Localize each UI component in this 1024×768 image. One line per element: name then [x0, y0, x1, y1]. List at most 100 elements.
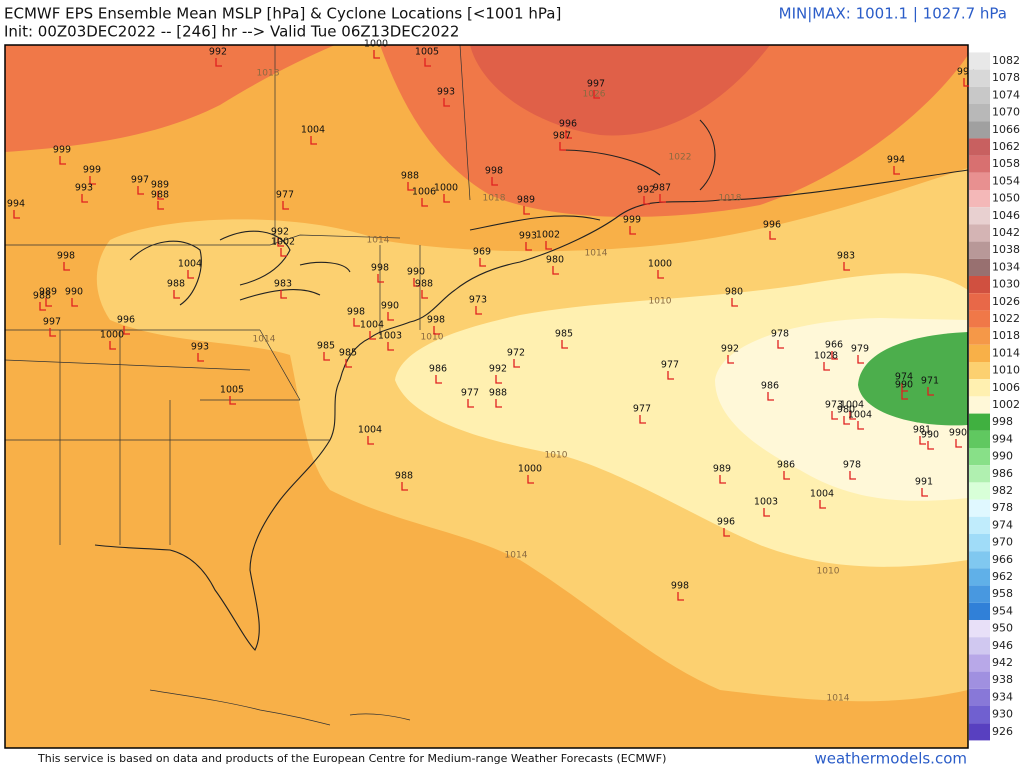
cyclone-pressure: 1004 — [360, 320, 384, 331]
colorbar-swatch — [969, 499, 990, 517]
cyclone-marker — [919, 436, 926, 445]
colorbar-swatch — [969, 241, 990, 259]
coastline — [129, 119, 716, 306]
cyclone-marker — [565, 130, 572, 139]
colorbar-swatch — [969, 430, 990, 448]
cyclone-pressure: 1002 — [271, 237, 295, 248]
cyclone-pressure: 989 — [517, 195, 535, 206]
colorbar-label: 986 — [992, 467, 1013, 480]
cyclone-marker — [727, 355, 734, 364]
colorbar-label: 934 — [992, 690, 1013, 703]
cyclone-pressure: 988 — [489, 388, 507, 399]
cyclone-marker — [495, 399, 502, 408]
cyclone-marker — [495, 375, 502, 384]
cyclone-marker — [893, 166, 900, 175]
colorbar-swatch — [969, 671, 990, 689]
colorbar-swatch — [969, 327, 990, 345]
cyclone-pressure: 997 — [131, 175, 149, 186]
cyclone-marker — [421, 198, 428, 207]
colorbar-swatch — [969, 172, 990, 190]
cyclone-marker — [823, 362, 830, 371]
cyclone-pressure: 1028 — [814, 351, 838, 362]
cyclone-marker — [373, 50, 380, 59]
cyclone-marker — [719, 475, 726, 484]
cyclone-pressure: 990 — [381, 301, 399, 312]
cyclone-pressure: 998 — [347, 307, 365, 318]
cyclone-pressure: 987 — [553, 131, 571, 142]
cyclone-marker — [63, 262, 70, 271]
cyclone-pressure: 969 — [473, 247, 491, 258]
cyclone-marker — [282, 201, 289, 210]
cyclone-marker — [927, 441, 934, 450]
cyclone-pressure: 972 — [507, 348, 525, 359]
cyclone-marker — [45, 298, 52, 307]
colorbar-label: 978 — [992, 501, 1013, 514]
colorbar-label: 1030 — [992, 278, 1020, 291]
cyclone-marker — [433, 326, 440, 335]
cyclone-pressure: 989 — [713, 464, 731, 475]
title: ECMWF EPS Ensemble Mean MSLP [hPa] & Cyc… — [4, 5, 561, 23]
cyclone-pressure: 973 — [469, 295, 487, 306]
cyclone-marker — [523, 206, 530, 215]
cyclone-pressure: 985 — [339, 348, 357, 359]
cyclone-marker — [187, 270, 194, 279]
cyclone-marker — [561, 340, 568, 349]
cyclone-pressure: 999 — [53, 145, 71, 156]
contour-label: 1014 — [367, 236, 390, 246]
cyclone-marker — [491, 177, 498, 186]
credit: This service is based on data and produc… — [37, 752, 666, 765]
cyclone-pressure: 991 — [915, 477, 933, 488]
cyclone-marker — [71, 298, 78, 307]
cyclone-pressure: 1000 — [100, 330, 124, 341]
cyclone-marker — [921, 488, 928, 497]
cyclone-pressure: 1004 — [301, 125, 325, 136]
colorbar-swatch — [969, 637, 990, 655]
cyclone-pressure: 980 — [725, 287, 743, 298]
cyclone-pressure: 993 — [75, 183, 93, 194]
colorbar-swatch — [969, 190, 990, 208]
cyclone-pressure: 1004 — [810, 489, 834, 500]
colorbar-swatch — [969, 276, 990, 294]
colorbar-swatch — [969, 69, 990, 87]
cyclone-marker — [353, 318, 360, 327]
colorbar-swatch — [969, 534, 990, 552]
colorbar-swatch — [969, 344, 990, 362]
cyclone-pressure: 978 — [771, 329, 789, 340]
cyclone-pressure: 994 — [7, 199, 25, 210]
colorbar-swatch — [969, 551, 990, 569]
cyclone-pressure: 989 — [39, 287, 57, 298]
cyclone-marker — [467, 399, 474, 408]
cyclone-pressure: 990 — [921, 430, 939, 441]
colorbar-label: 1058 — [992, 157, 1020, 170]
colorbar-label: 1078 — [992, 71, 1020, 84]
colorbar-label: 1038 — [992, 243, 1020, 256]
cyclone-marker — [525, 242, 532, 251]
cyclone-pressure: 993 — [957, 67, 975, 78]
cyclone-pressure: 977 — [661, 360, 679, 371]
colorbar-swatch — [969, 620, 990, 638]
cyclone-marker — [955, 439, 962, 448]
cyclone-marker — [435, 375, 442, 384]
colorbar-label: 1006 — [992, 381, 1020, 394]
cyclone-marker — [173, 290, 180, 299]
cyclone-pressure: 1003 — [754, 497, 778, 508]
border — [5, 45, 471, 545]
site-link: weathermodels.com — [814, 750, 967, 768]
cyclone-pressure: 1005 — [415, 47, 439, 58]
colorbar-label: 958 — [992, 587, 1013, 600]
cyclone-marker — [479, 258, 486, 267]
cyclone-pressure: 985 — [555, 329, 573, 340]
cyclone-pressure: 990 — [65, 287, 83, 298]
cyclone-marker — [831, 351, 838, 360]
cyclone-marker — [629, 226, 636, 235]
colorbar-label: 930 — [992, 708, 1013, 721]
cyclone-pressure: 998 — [371, 263, 389, 274]
cyclone-marker — [527, 475, 534, 484]
cyclone-pressure: 977 — [633, 404, 651, 415]
cyclone-marker — [657, 270, 664, 279]
cyclone-marker — [197, 353, 204, 362]
colorbar-label: 982 — [992, 484, 1013, 497]
colorbar-label: 946 — [992, 639, 1013, 652]
colorbar-label: 1022 — [992, 312, 1020, 325]
cyclone-marker — [552, 266, 559, 275]
